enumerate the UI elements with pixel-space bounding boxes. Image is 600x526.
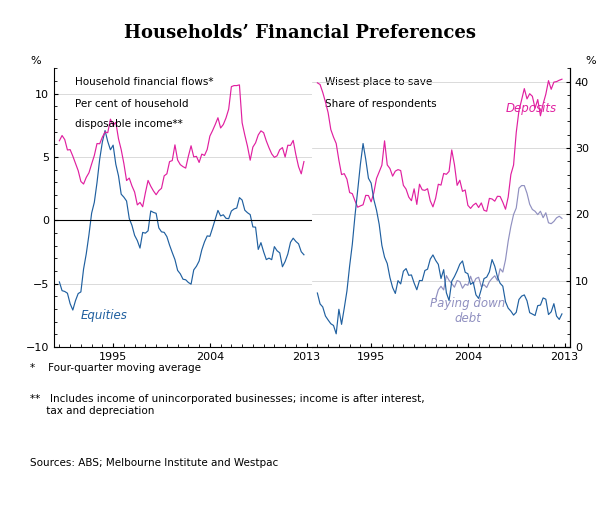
Text: Household financial flows*: Household financial flows* — [74, 77, 213, 87]
Text: Per cent of household: Per cent of household — [74, 99, 188, 109]
Text: Equities: Equities — [81, 309, 128, 322]
Text: Share of respondents: Share of respondents — [325, 99, 437, 109]
Text: *    Four-quarter moving average: * Four-quarter moving average — [30, 363, 201, 373]
Text: %: % — [585, 56, 596, 66]
Text: **   Includes income of unincorporated businesses; income is after interest,
   : ** Includes income of unincorporated bus… — [30, 394, 425, 416]
Text: Deposits: Deposits — [505, 102, 557, 115]
Text: disposable income**: disposable income** — [74, 118, 182, 128]
Text: Sources: ABS; Melbourne Institute and Westpac: Sources: ABS; Melbourne Institute and We… — [30, 458, 278, 468]
Text: Paying down
debt: Paying down debt — [430, 297, 505, 326]
Text: Wisest place to save: Wisest place to save — [325, 77, 432, 87]
Text: Households’ Financial Preferences: Households’ Financial Preferences — [124, 24, 476, 42]
Text: %: % — [31, 56, 41, 66]
